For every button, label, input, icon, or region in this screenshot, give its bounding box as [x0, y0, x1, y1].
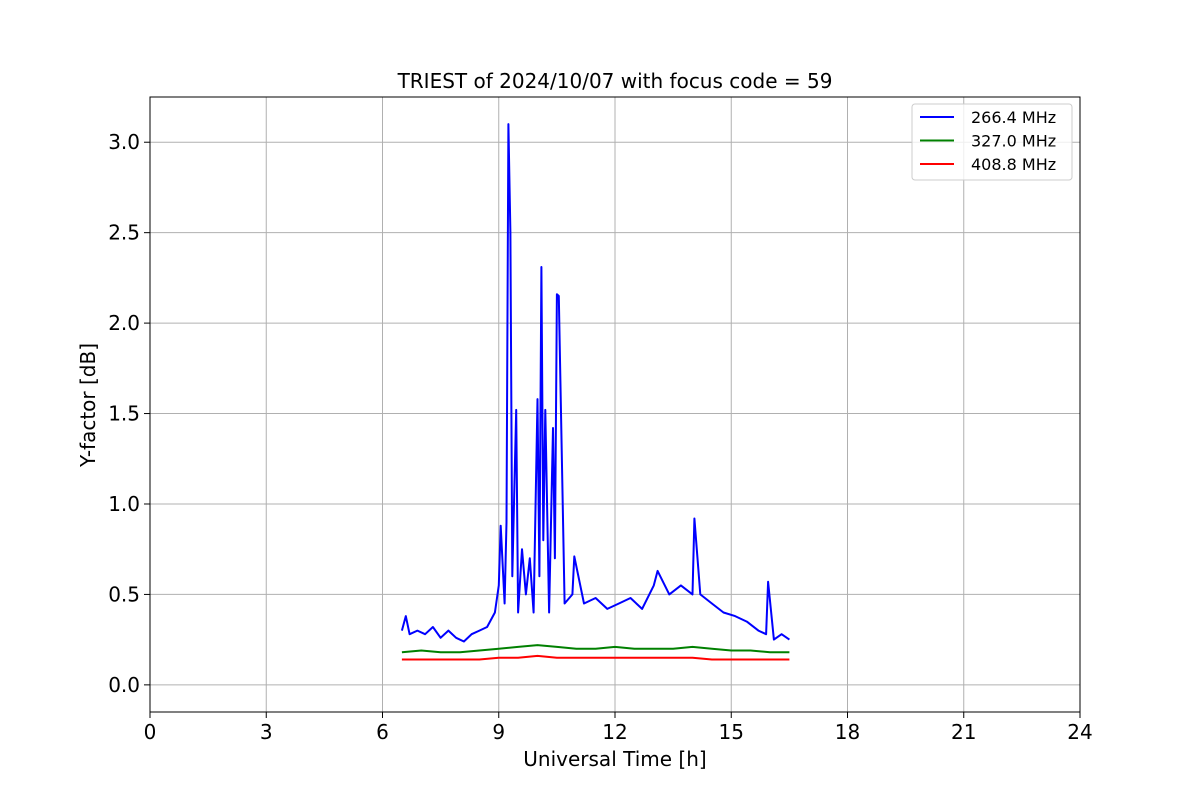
x-tick-label: 0 [144, 720, 157, 744]
y-tick-label: 0.5 [108, 582, 140, 606]
legend: 266.4 MHz 327.0 MHz 408.8 MHz [911, 103, 1073, 181]
legend-box [911, 103, 1073, 181]
x-tick-label: 18 [835, 720, 860, 744]
x-tick-label: 3 [260, 720, 273, 744]
y-tick-label: 0.0 [108, 673, 140, 697]
series-line-2 [401, 644, 790, 654]
x-tick-label: 6 [376, 720, 389, 744]
y-tick-label: 1.0 [108, 492, 140, 516]
series-line-3 [401, 654, 790, 661]
series-group [400, 123, 790, 661]
y-tick-label: 2.0 [108, 311, 140, 335]
y-axis-label: Y-factor [dB] [76, 343, 100, 468]
chart-title: TRIEST of 2024/10/07 with focus code = 5… [397, 69, 833, 93]
x-axis-label: Universal Time [h] [523, 747, 706, 771]
series-line-1 [400, 123, 790, 643]
legend-label-3: 408.8 MHz [971, 155, 1056, 174]
x-tick-label: 9 [492, 720, 505, 744]
y-tick-label: 3.0 [108, 130, 140, 154]
grid [149, 97, 1081, 712]
legend-label-1: 266.4 MHz [971, 108, 1056, 127]
x-tick-label: 15 [719, 720, 744, 744]
x-tick-label: 12 [602, 720, 627, 744]
legend-label-2: 327.0 MHz [971, 132, 1056, 151]
x-tick-label: 24 [1067, 720, 1092, 744]
x-tick-label: 21 [951, 720, 976, 744]
y-tick-label: 2.5 [108, 221, 140, 245]
axis-ticks: 0 3 6 9 12 15 18 21 24 0.0 0.5 1.0 1.5 2.0 2.5 3.0 [108, 130, 1093, 744]
y-tick-label: 1.5 [108, 402, 140, 426]
